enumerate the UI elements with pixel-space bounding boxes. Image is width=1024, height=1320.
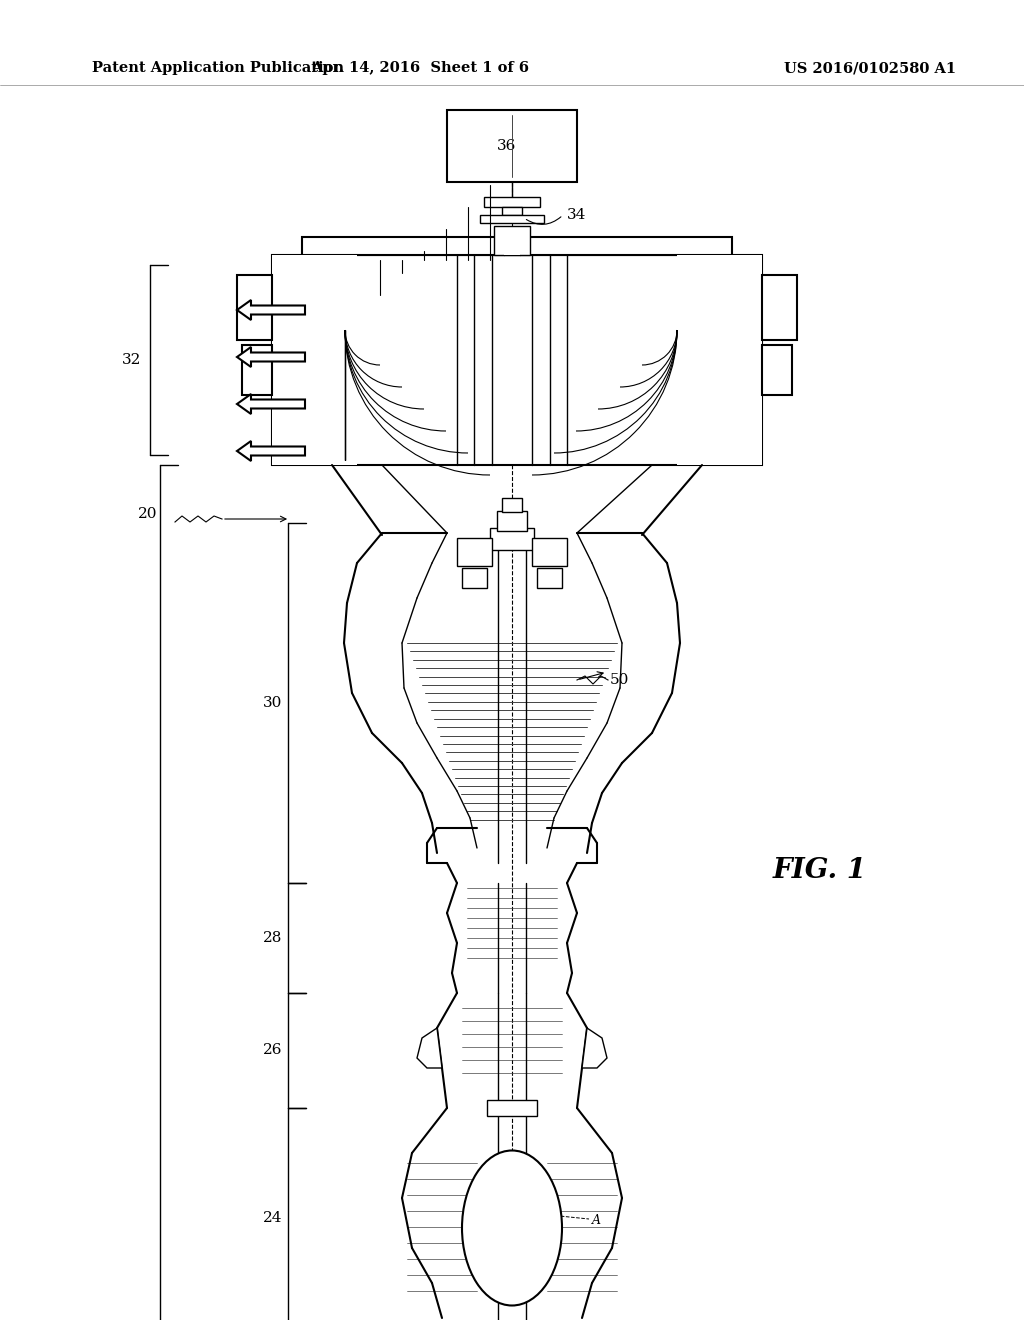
Text: 20: 20 xyxy=(138,507,158,521)
Bar xyxy=(272,255,357,465)
Text: 24: 24 xyxy=(263,1210,283,1225)
Bar xyxy=(302,238,732,255)
Polygon shape xyxy=(582,1028,607,1068)
Bar xyxy=(487,1100,537,1115)
Text: 30: 30 xyxy=(263,696,283,710)
Text: 36: 36 xyxy=(498,139,517,153)
Bar xyxy=(242,345,272,395)
Text: 50: 50 xyxy=(610,673,630,686)
Polygon shape xyxy=(237,347,305,367)
Text: US 2016/0102580 A1: US 2016/0102580 A1 xyxy=(784,61,956,75)
Bar xyxy=(502,207,522,215)
Polygon shape xyxy=(237,300,305,319)
Polygon shape xyxy=(417,1028,442,1068)
Bar xyxy=(677,255,762,465)
Text: 34: 34 xyxy=(567,209,587,222)
Text: 26: 26 xyxy=(263,1043,283,1057)
Bar xyxy=(762,275,797,341)
Text: 32: 32 xyxy=(122,352,141,367)
Text: Patent Application Publication: Patent Application Publication xyxy=(92,61,344,75)
Text: A: A xyxy=(592,1214,601,1228)
Bar xyxy=(494,226,530,255)
Bar xyxy=(504,232,520,255)
Bar xyxy=(457,539,492,566)
Bar xyxy=(490,528,534,550)
Bar xyxy=(272,255,762,465)
Polygon shape xyxy=(237,441,305,461)
Ellipse shape xyxy=(462,1151,562,1305)
Bar xyxy=(532,539,567,566)
Text: Apr. 14, 2016  Sheet 1 of 6: Apr. 14, 2016 Sheet 1 of 6 xyxy=(311,61,529,75)
Bar xyxy=(537,568,562,587)
Bar xyxy=(480,215,544,223)
Bar xyxy=(762,345,792,395)
Polygon shape xyxy=(237,393,305,414)
Text: FIG. 1: FIG. 1 xyxy=(773,857,867,883)
Bar xyxy=(497,511,527,531)
Bar xyxy=(462,568,487,587)
Text: 28: 28 xyxy=(263,931,283,945)
Bar xyxy=(447,110,577,182)
Bar xyxy=(237,275,272,341)
Bar xyxy=(502,498,522,512)
Bar xyxy=(484,197,540,207)
